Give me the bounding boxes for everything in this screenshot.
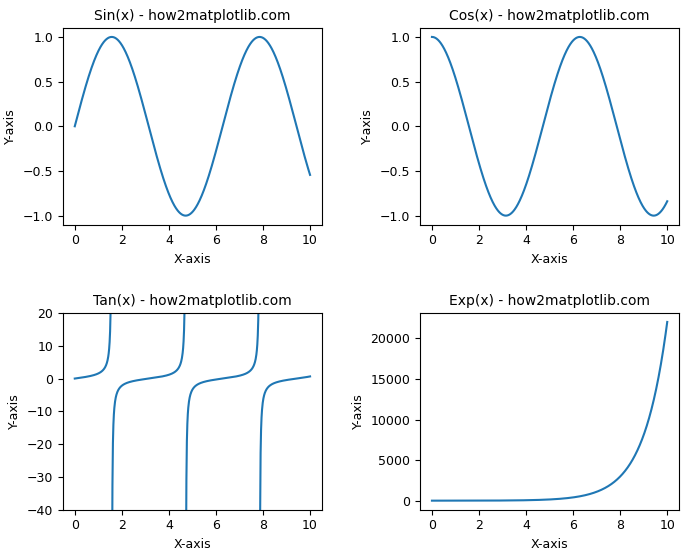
X-axis label: X-axis: X-axis xyxy=(531,253,568,266)
Y-axis label: Y-axis: Y-axis xyxy=(361,109,374,144)
X-axis label: X-axis: X-axis xyxy=(174,253,211,266)
Y-axis label: Y-axis: Y-axis xyxy=(352,394,365,429)
Title: Cos(x) - how2matplotlib.com: Cos(x) - how2matplotlib.com xyxy=(449,8,650,22)
X-axis label: X-axis: X-axis xyxy=(531,538,568,551)
Title: Tan(x) - how2matplotlib.com: Tan(x) - how2matplotlib.com xyxy=(93,293,292,307)
Y-axis label: Y-axis: Y-axis xyxy=(4,109,18,144)
Title: Sin(x) - how2matplotlib.com: Sin(x) - how2matplotlib.com xyxy=(94,8,290,22)
X-axis label: X-axis: X-axis xyxy=(174,538,211,551)
Y-axis label: Y-axis: Y-axis xyxy=(8,394,21,429)
Title: Exp(x) - how2matplotlib.com: Exp(x) - how2matplotlib.com xyxy=(449,293,650,307)
